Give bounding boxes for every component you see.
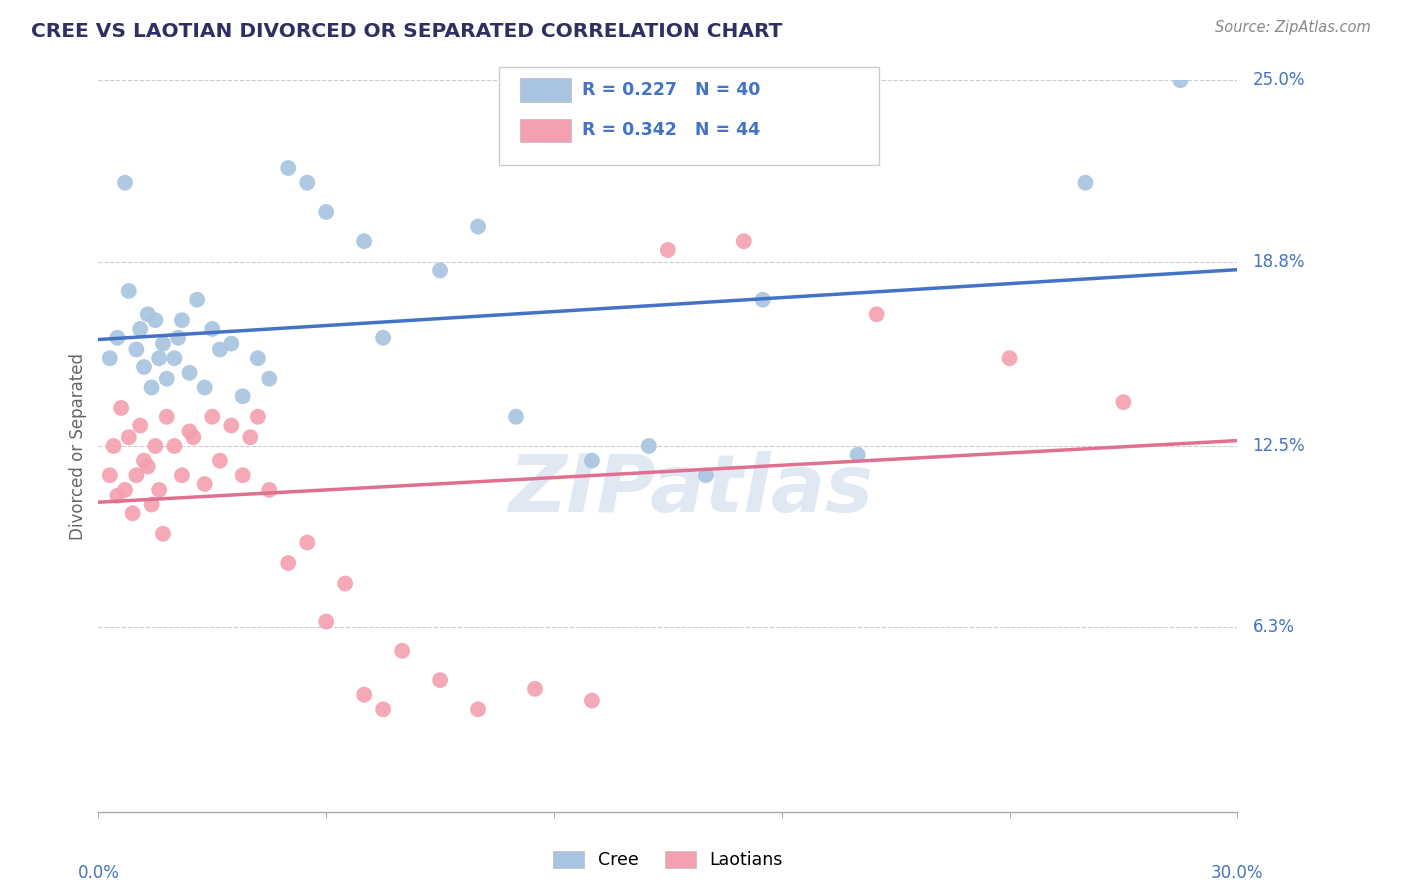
Point [221,418,243,433]
Point [1170,73,1192,87]
Point [125,343,148,357]
Point [998,351,1021,366]
Text: R = 0.227   N = 40: R = 0.227 N = 40 [582,81,761,99]
Point [221,336,243,351]
Point [335,576,357,591]
Point [152,336,174,351]
Point [467,219,489,234]
Point [183,430,205,444]
Text: 25.0%: 25.0% [1253,71,1305,89]
Point [201,322,224,336]
Point [232,389,254,403]
Point [277,556,299,570]
Point [866,307,889,321]
Y-axis label: Divorced or Separated: Divorced or Separated [69,352,87,540]
Point [170,313,193,327]
Point [118,430,141,444]
Point [246,409,269,424]
Point [170,468,193,483]
Point [259,483,281,497]
Point [638,439,661,453]
Point [179,366,201,380]
Point [371,331,394,345]
Point [136,459,159,474]
Point [1074,176,1097,190]
Point [186,293,208,307]
Point [148,351,170,366]
Point [148,483,170,497]
Point [505,409,527,424]
Point [129,418,152,433]
Point [353,688,375,702]
Point [353,234,375,248]
Point [277,161,299,175]
Point [194,477,217,491]
Point [118,284,141,298]
Text: 6.3%: 6.3% [1253,618,1295,636]
Point [163,439,186,453]
Point [156,409,179,424]
Point [581,693,603,707]
Point [98,468,121,483]
Text: CREE VS LAOTIAN DIVORCED OR SEPARATED CORRELATION CHART: CREE VS LAOTIAN DIVORCED OR SEPARATED CO… [31,22,782,41]
Point [114,176,136,190]
Point [208,343,231,357]
Point [733,234,755,248]
Point [315,615,337,629]
Point [315,205,337,219]
Point [141,498,163,512]
Point [129,322,152,336]
Point [201,409,224,424]
Point [156,372,179,386]
Point [179,425,201,439]
Point [107,331,129,345]
Point [98,351,121,366]
Point [125,468,148,483]
Point [581,453,603,467]
Point [121,506,143,520]
Point [145,439,167,453]
Text: R = 0.342   N = 44: R = 0.342 N = 44 [582,121,761,139]
Point [145,313,167,327]
Text: ZIPatlas: ZIPatlas [508,450,873,529]
Text: 12.5%: 12.5% [1253,437,1305,455]
Text: 0.0%: 0.0% [77,864,120,882]
Point [132,453,155,467]
Point [371,702,394,716]
Point [695,468,717,483]
Point [239,430,262,444]
Point [429,263,451,277]
Point [141,380,163,394]
Text: 18.8%: 18.8% [1253,252,1305,270]
Point [132,359,155,374]
Point [167,331,190,345]
Point [524,681,547,696]
Point [114,483,136,497]
Point [107,489,129,503]
Point [467,702,489,716]
Point [429,673,451,687]
Point [103,439,125,453]
Point [297,535,319,549]
Point [232,468,254,483]
Point [846,448,869,462]
Point [259,372,281,386]
Point [1112,395,1135,409]
Point [297,176,319,190]
Point [152,526,174,541]
Point [163,351,186,366]
Point [208,453,231,467]
Point [752,293,775,307]
Point [194,380,217,394]
Text: Source: ZipAtlas.com: Source: ZipAtlas.com [1215,20,1371,35]
Point [136,307,159,321]
Point [246,351,269,366]
Legend: Cree, Laotians: Cree, Laotians [546,844,790,876]
Point [110,401,132,415]
Text: 30.0%: 30.0% [1211,864,1264,882]
Point [391,644,413,658]
Point [657,243,679,257]
